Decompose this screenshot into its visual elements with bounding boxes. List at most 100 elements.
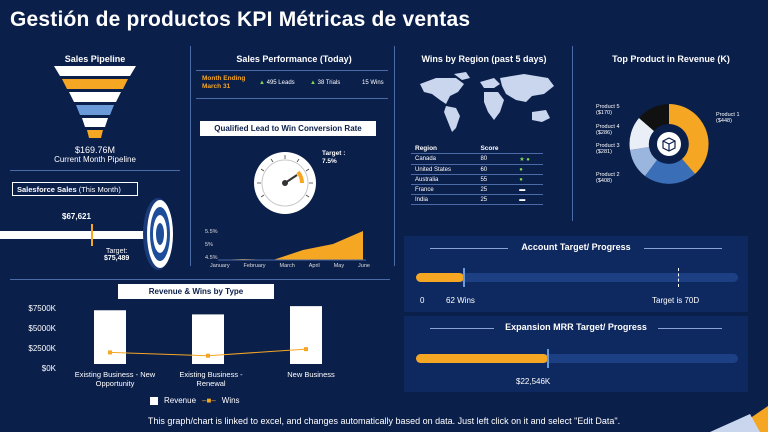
wins-point xyxy=(304,347,308,352)
revenue-wins-heading: Revenue & Wins by Type xyxy=(118,284,274,299)
product-5-label: Product 5 ($170) xyxy=(596,104,620,116)
y-tick: $5000K xyxy=(28,324,56,333)
salesforce-heading: Salesforce Sales xyxy=(17,185,77,194)
expansion-progress-track xyxy=(416,354,738,363)
table-row: France 25 ▬ xyxy=(411,184,543,195)
legend-wins: Wins xyxy=(221,396,240,405)
product-2-label: Product 2 ($408) xyxy=(596,172,620,184)
y-tick: 4.5% xyxy=(205,255,218,261)
status-icon: ▬ xyxy=(515,184,543,195)
x-tick: February xyxy=(243,263,266,269)
up-arrow-icon: ▲ xyxy=(259,80,265,86)
conversion-target: Target : 7.5% xyxy=(322,150,345,166)
category-label: Existing Business - Renewal xyxy=(179,370,243,388)
performance-leads: ▲ 495 Leads xyxy=(259,80,295,86)
account-start: 0 xyxy=(420,296,425,305)
expansion-progress-fill xyxy=(416,354,549,363)
y-tick: $0K xyxy=(41,364,56,373)
account-target-panel: Account Target/ Progress 0 62 Wins Targe… xyxy=(404,236,748,312)
region-cell: Australia xyxy=(411,174,477,185)
expansion-current: $22,546K xyxy=(516,377,551,386)
divider xyxy=(10,170,180,171)
conversion-gauge xyxy=(254,152,316,214)
product-1-label: Product 1 ($448) xyxy=(716,112,740,124)
y-tick: $7500K xyxy=(28,304,56,313)
table-row: India 25 ▬ xyxy=(411,194,543,205)
pipeline-value: $169.76M xyxy=(74,145,116,155)
status-icon: ● xyxy=(515,164,543,175)
leads-value: 495 Leads xyxy=(266,80,295,86)
divider xyxy=(644,248,722,249)
performance-month: Month Ending March 31 xyxy=(202,75,245,91)
revenue-wins-legend: Revenue –■– Wins xyxy=(150,396,240,405)
x-tick: March xyxy=(279,263,295,269)
divider xyxy=(196,70,388,71)
up-arrow-icon: ▲ xyxy=(310,80,316,86)
pipeline-funnel xyxy=(54,66,136,138)
x-tick: April xyxy=(308,263,320,269)
col-score: Score xyxy=(476,143,516,154)
corner-decoration xyxy=(710,406,768,432)
divider xyxy=(430,328,494,329)
expansion-heading: Expansion MRR Target/ Progress xyxy=(505,322,647,332)
region-cell: France xyxy=(411,184,477,195)
table-row: Australia 55 ● xyxy=(411,174,543,185)
world-map xyxy=(420,72,554,132)
expansion-panel: Expansion MRR Target/ Progress $22,546K xyxy=(404,316,748,392)
account-progress-marker xyxy=(463,268,466,287)
wins-point xyxy=(206,353,210,358)
salesforce-current: $67,621 xyxy=(62,212,91,221)
performance-heading: Sales Performance (Today) xyxy=(236,54,352,64)
account-progress-track xyxy=(416,273,738,282)
legend-swatch-revenue xyxy=(150,396,158,405)
performance-month-date: March 31 xyxy=(202,83,231,90)
score-cell: 80 xyxy=(476,153,516,165)
divider xyxy=(572,46,573,221)
col-region: Region xyxy=(411,143,477,154)
regions-table: Region Score Canada 80 ★ ● United States… xyxy=(411,143,543,205)
salesforce-progress-marker xyxy=(91,224,93,246)
performance-wins: 15 Wins xyxy=(362,80,384,86)
divider xyxy=(394,46,395,266)
wins-point xyxy=(108,350,112,355)
region-cell: Canada xyxy=(411,153,477,165)
score-cell: 60 xyxy=(476,164,516,175)
page-title: Gestión de productos KPI Métricas de ven… xyxy=(10,8,471,31)
conversion-target-label: Target : xyxy=(322,150,346,157)
expansion-progress-marker xyxy=(547,349,550,368)
score-cell: 55 xyxy=(476,174,516,185)
revenue-bar xyxy=(94,310,126,364)
category-label: New Business xyxy=(287,370,335,379)
product-3-label: Product 3 ($281) xyxy=(596,143,620,155)
y-tick: $2500K xyxy=(28,344,56,353)
divider xyxy=(196,98,388,99)
salesforce-target-value: $75,489 xyxy=(104,255,130,262)
region-cell: United States xyxy=(411,164,477,175)
performance-trials: ▲ 38 Trials xyxy=(310,80,340,86)
account-target-marker xyxy=(678,268,679,287)
x-tick: January xyxy=(210,263,230,269)
footer-note: This graph/chart is linked to excel, and… xyxy=(147,416,621,426)
conversion-y-ticks: 5.5% 5% 4.5% xyxy=(205,226,218,265)
account-target-text: Target is 70D xyxy=(652,296,700,305)
status-icon: ▬ xyxy=(515,194,543,205)
divider xyxy=(658,328,722,329)
trials-value: 38 Trials xyxy=(317,80,341,86)
table-row: Canada 80 ★ ● xyxy=(411,153,543,165)
top-product-heading: Top Product in Revenue (K) xyxy=(612,54,730,64)
account-target-heading: Account Target/ Progress xyxy=(521,242,631,252)
regions-heading: Wins by Region (past 5 days) xyxy=(421,54,547,64)
conversion-target-value: 7.5% xyxy=(322,158,337,165)
divider xyxy=(190,46,191,266)
divider xyxy=(430,248,508,249)
x-tick: May xyxy=(333,263,345,269)
y-tick: 5.5% xyxy=(205,229,218,235)
score-cell: 25 xyxy=(476,194,516,205)
table-row: United States 60 ● xyxy=(411,164,543,175)
account-progress-fill xyxy=(416,273,465,282)
divider xyxy=(10,279,390,280)
conversion-area-chart xyxy=(218,231,366,261)
conversion-x-ticks: January February March April May June xyxy=(210,263,370,269)
pipeline-caption: Current Month Pipeline xyxy=(54,155,136,164)
revenue-y-ticks: $7500K $5000K $2500K $0K xyxy=(14,299,56,379)
